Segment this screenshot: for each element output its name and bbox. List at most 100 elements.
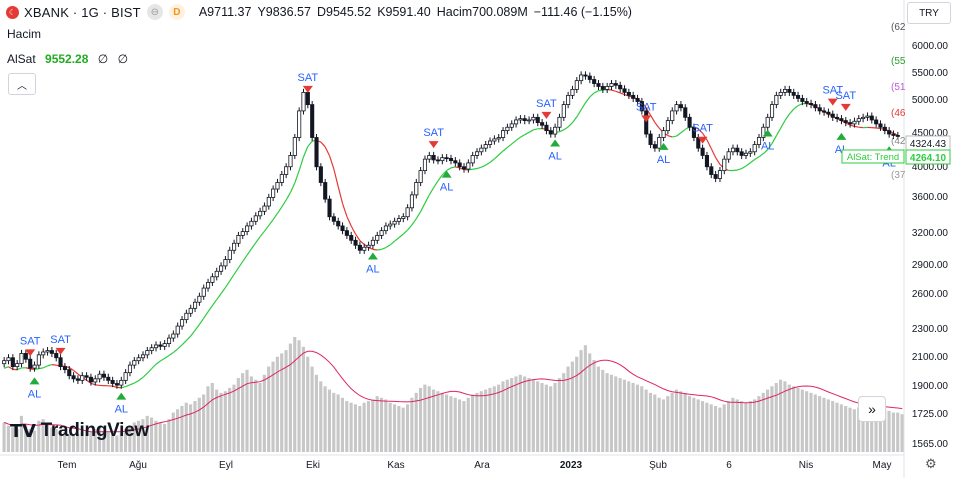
trend-line-segment: [710, 148, 717, 158]
candle-body: [713, 174, 718, 179]
trend-line-segment: [493, 154, 500, 160]
trend-line-segment: [394, 237, 400, 242]
candle-body: [700, 147, 705, 156]
candle-body: [791, 91, 796, 96]
volume-bar: [401, 407, 405, 452]
volume-bar: [50, 427, 54, 452]
volume-bar: [805, 391, 809, 452]
trend-line-segment: [854, 125, 859, 128]
currency-selector[interactable]: TRY: [907, 2, 951, 24]
volume-bar: [280, 353, 284, 452]
volume-bar: [241, 373, 245, 452]
volume-bar: [518, 374, 522, 452]
candle-body: [839, 118, 844, 122]
candle-body: [97, 373, 102, 380]
candle-body: [45, 350, 50, 353]
market-status-icon[interactable]: ⊖: [146, 4, 163, 20]
trend-line-segment: [142, 372, 148, 378]
trend-value-label: 4264.10: [910, 153, 947, 164]
candle-body: [440, 157, 445, 162]
candle-body: [739, 151, 744, 156]
chevron-up-icon: ︿: [17, 80, 27, 92]
volume-bar: [870, 402, 874, 452]
candle-body: [613, 83, 618, 86]
trend-label-box: [841, 149, 905, 164]
alsat-indicator-legend[interactable]: AlSat 9552.28 ∅ ∅: [7, 52, 128, 66]
volume-bar: [366, 401, 371, 452]
sell-arrow-icon: [827, 98, 838, 106]
volume-indicator-label[interactable]: Hacim: [7, 27, 42, 41]
candle-body: [279, 174, 284, 183]
volume-bar: [614, 376, 618, 452]
volume-bar: [297, 340, 301, 452]
volume-bar: [97, 427, 102, 452]
candle-body: [752, 144, 757, 153]
volume-bar: [15, 429, 19, 452]
collapse-legend-button[interactable]: ︿: [8, 73, 36, 95]
candle-body: [388, 223, 393, 227]
volume-bar: [575, 356, 579, 452]
trend-line-segment: [615, 90, 621, 94]
time-tick-label: Eyl: [219, 460, 233, 471]
volume-bar: [340, 397, 345, 452]
volume-bar: [722, 404, 726, 452]
volume-bar: [258, 383, 262, 452]
scroll-to-realtime-button[interactable]: »: [858, 396, 886, 422]
volume-bar: [345, 401, 349, 452]
candle-body: [336, 220, 341, 227]
candle-body: [75, 378, 80, 381]
volume-bar: [709, 404, 713, 452]
candle-body: [709, 166, 714, 175]
volume-bar: [479, 391, 483, 452]
symbol-header: ☾ XBANK · 1G · BIST ⊖ D A9711.37 Y9836.57…: [6, 4, 638, 20]
symbol-title[interactable]: XBANK · 1G · BIST: [24, 4, 141, 20]
gear-icon[interactable]: ⚙: [925, 456, 937, 471]
trend-line-segment: [294, 170, 300, 184]
volume-bar: [167, 419, 171, 452]
candle-body: [579, 74, 584, 82]
candle-body: [275, 182, 280, 190]
candle-body: [166, 337, 172, 344]
trend-line-segment: [185, 335, 192, 342]
delayed-data-icon[interactable]: D: [168, 4, 185, 20]
trend-line-segment: [38, 367, 44, 370]
trend-line-segment: [42, 365, 48, 369]
volume-bar: [731, 397, 735, 452]
candle-body: [891, 133, 896, 136]
ohlc-key: Y: [257, 5, 266, 19]
volume-bar: [388, 402, 392, 452]
price-tick-label: 1900.00: [912, 381, 949, 392]
candle-body: [396, 218, 401, 222]
trend-line-segment: [307, 140, 313, 147]
volume-bar: [458, 399, 462, 452]
trend-line-segment: [680, 128, 686, 134]
candle-body: [856, 118, 861, 122]
volume-bar: [58, 430, 63, 452]
candle-body: [457, 162, 462, 168]
tradingview-logo[interactable]: 𝗧𝗩 TradingView: [10, 420, 149, 442]
trend-line-segment: [203, 311, 209, 319]
candle-body: [852, 120, 857, 125]
volume-bar: [397, 406, 401, 452]
sell-signal-label: SAT: [822, 85, 843, 97]
alsat-label: AlSat: [7, 52, 36, 66]
volume-bar: [687, 396, 692, 452]
candle-body: [596, 83, 601, 87]
volume-bar: [293, 337, 297, 452]
volume-bar: [609, 374, 613, 452]
candle-body: [340, 225, 345, 232]
trend-line-segment: [654, 122, 660, 129]
price-tick-label: 4500.00: [912, 128, 949, 139]
volume-bar: [726, 401, 731, 452]
price-tick-label: 1725.00: [912, 409, 949, 420]
trend-line-segment: [715, 157, 721, 165]
volume-bar: [635, 384, 640, 452]
volume-bar: [891, 412, 895, 452]
candle-body: [19, 353, 24, 365]
trend-line-segment: [563, 126, 569, 131]
candle-body: [444, 157, 449, 160]
volume-bar: [180, 406, 184, 452]
volume-bar: [314, 374, 318, 452]
trend-line-segment: [428, 187, 435, 196]
